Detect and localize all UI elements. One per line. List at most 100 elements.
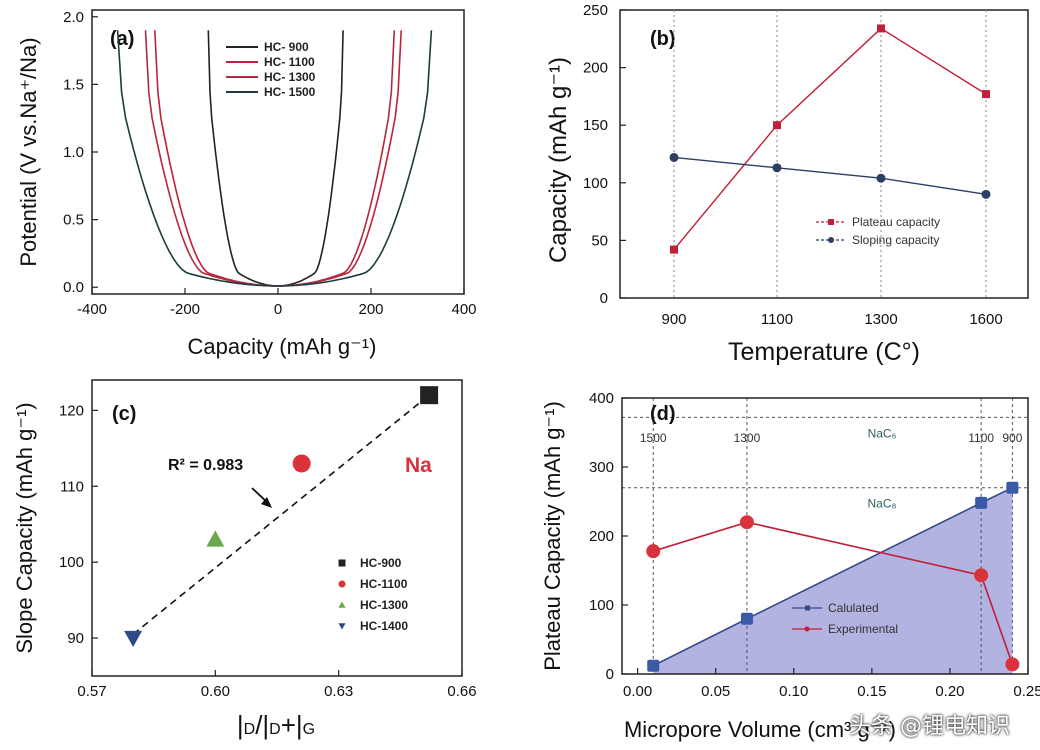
panel-d-xtick-label: 0.15 bbox=[857, 683, 886, 700]
panel-d-xlabel: Micropore Volume (cm³ g⁻¹) bbox=[624, 717, 896, 742]
panel-d-ylabel: Plateau Capacity (mAh g⁻¹) bbox=[540, 401, 565, 671]
panel-c-legend-marker bbox=[338, 601, 346, 608]
panel-d-series bbox=[646, 481, 1020, 672]
panel-d-legend: Calulated Experimental bbox=[792, 601, 898, 636]
panel-c-ticks: 0.57 0.60 0.63 0.66 90 100 110 120 bbox=[59, 402, 477, 700]
panel-c-legend-label: HC-1400 bbox=[360, 619, 408, 633]
panel-d-sample-label: 1500 bbox=[640, 431, 667, 445]
panel-d-reference-label: NaC₆ bbox=[868, 426, 897, 440]
panel-d-xtick-label: 0.05 bbox=[701, 683, 730, 700]
panel-b-xtick-label: 1600 bbox=[969, 311, 1002, 328]
panel-b-frame bbox=[619, 9, 1029, 299]
panel-d-ytick-label: 400 bbox=[589, 390, 614, 407]
panel-b-legend-label: Plateau capacity bbox=[852, 215, 940, 229]
panel-d-ytick-label: 200 bbox=[589, 528, 614, 545]
panel-a-ticks: -400 -200 0 200 400 0.0 0.5 1.0 1.5 2.0 bbox=[63, 9, 476, 318]
panel-b-sloping-point bbox=[669, 152, 679, 162]
panel-a-legend-label: HC- 1300 bbox=[264, 70, 316, 84]
panel-c-fit-line bbox=[132, 394, 430, 635]
panel-a-ylabel: Potential (V vs.Na⁺/Na) bbox=[16, 37, 41, 266]
panel-a-ytick-label: 0.5 bbox=[63, 212, 84, 229]
panel-c-xtick-label: 0.60 bbox=[201, 683, 230, 700]
panel-d-calculated-point bbox=[1006, 481, 1019, 494]
panel-d-label: (d) bbox=[650, 403, 676, 425]
panel-d-calculated-area bbox=[653, 487, 1013, 674]
panel-c-point-HC-1100 bbox=[292, 454, 311, 473]
panel-d-legend-label: Calulated bbox=[828, 601, 879, 615]
panel-b-ytick-label: 50 bbox=[591, 232, 608, 249]
panel-a-xtick-label: -400 bbox=[77, 301, 107, 318]
panel-b-xtick-label: 900 bbox=[661, 311, 686, 328]
panel-d-sample-label: 1300 bbox=[734, 431, 761, 445]
panel-d-ytick-label: 300 bbox=[589, 459, 614, 476]
panel-c-xtick-label: 0.63 bbox=[324, 683, 353, 700]
panel-b-sloping-point bbox=[981, 189, 991, 199]
panel-b-legend-marker bbox=[828, 237, 834, 243]
panel-b: (b) 900 1100 1300 1600 0 50 100 150 200 250 Plate… bbox=[545, 2, 1029, 366]
panel-b-ytick-label: 100 bbox=[583, 175, 608, 192]
panel-a-ytick-label: 1.5 bbox=[63, 76, 84, 93]
panel-b-legend: Plateau capacity Sloping capacity bbox=[816, 215, 940, 247]
panel-c-element-label: Na bbox=[405, 454, 432, 477]
panel-c-r2-annotation: R² = 0.983 bbox=[168, 457, 243, 474]
panel-c-ytick-label: 110 bbox=[60, 478, 84, 495]
panel-c-fit-dashed-line bbox=[132, 394, 430, 635]
panel-c-legend-marker bbox=[338, 623, 346, 630]
panel-b-ytick-label: 0 bbox=[600, 290, 608, 307]
panel-d-sample-label: 1100 bbox=[968, 431, 994, 445]
panel-d-experimental-point bbox=[739, 515, 754, 530]
panel-b-xtick-label: 1300 bbox=[864, 311, 897, 328]
panel-d-area bbox=[653, 487, 1013, 674]
panel-a-xtick-label: -200 bbox=[170, 301, 200, 318]
panel-b-series bbox=[669, 24, 991, 254]
panel-d-series-line bbox=[652, 521, 1014, 665]
panel-d-experimental-point bbox=[1005, 657, 1020, 672]
panel-d-legend-label: Experimental bbox=[828, 622, 898, 636]
panel-a-legend-label: HC- 1500 bbox=[264, 85, 316, 99]
panel-c-point-HC-1300 bbox=[206, 530, 225, 547]
panel-b-sloping-point bbox=[876, 173, 886, 183]
panel-b-xlabel: Temperature (C°) bbox=[728, 338, 920, 366]
panel-d-ticks: 0.00 0.05 0.10 0.15 0.20 0.25 0 100 200 300 400 bbox=[589, 390, 1040, 700]
panel-c-ylabel: Slope Capacity (mAh g⁻¹) bbox=[12, 402, 37, 653]
panel-b-ytick-label: 250 bbox=[583, 2, 608, 19]
panel-a-curve-3 bbox=[116, 30, 278, 287]
panel-c-label: (c) bbox=[112, 403, 136, 425]
panel-a-curve-2 bbox=[144, 30, 278, 287]
panel-a-xtick-label: 0 bbox=[274, 301, 282, 318]
panel-b-label: (b) bbox=[650, 28, 676, 50]
panel-d-legend-marker bbox=[805, 605, 810, 611]
panel-a-label: (a) bbox=[110, 28, 134, 50]
panel-d-series-line bbox=[652, 486, 1013, 667]
panel-b-legend-marker bbox=[828, 219, 834, 225]
panel-c-legend-label: HC-1100 bbox=[360, 577, 408, 591]
panel-a-curve-3 bbox=[278, 30, 433, 287]
panel-d-xtick-label: 0.10 bbox=[779, 683, 808, 700]
panel-d-xtick-label: 0.00 bbox=[623, 683, 652, 700]
panel-d-ytick-label: 0 bbox=[606, 666, 614, 683]
panel-b-series-line bbox=[673, 27, 987, 251]
panel-b-series-line bbox=[673, 156, 987, 196]
panel-a-xtick-label: 400 bbox=[451, 301, 476, 318]
watermark-text: 头条 @锂电知识 bbox=[849, 714, 1010, 739]
panel-c-ytick-label: 90 bbox=[67, 630, 84, 647]
panel-d-calculated-point bbox=[975, 496, 988, 509]
panel-c-xtick-label: 0.57 bbox=[77, 683, 106, 700]
panel-b-plateau-point bbox=[982, 90, 990, 99]
panel-d: NaC₆ NaC₈ 1500 1300 1100 900 (d) 0.00 0.05 0.10… bbox=[540, 390, 1040, 742]
panel-c-ytick-label: 120 bbox=[59, 402, 84, 419]
panel-d-experimental-point bbox=[974, 568, 989, 583]
panel-b-ticks: 900 1100 1300 1600 0 50 100 150 200 250 bbox=[583, 2, 1003, 328]
panel-a-xtick-label: 200 bbox=[358, 301, 383, 318]
panel-b-ytick-label: 150 bbox=[583, 117, 608, 134]
panel-c-point-HC-900 bbox=[420, 386, 439, 405]
panel-c-legend-marker bbox=[338, 580, 346, 588]
panel-d-experimental-point bbox=[646, 544, 661, 559]
panel-a-legend-label: HC- 900 bbox=[264, 40, 309, 54]
panel-c-ytick-label: 100 bbox=[59, 554, 84, 571]
r2-arrowhead bbox=[261, 497, 272, 508]
panel-d-sample-label: 900 bbox=[1002, 431, 1022, 445]
panel-c-point-HC-1400 bbox=[124, 630, 143, 648]
panel-b-ylabel: Capacity (mAh g⁻¹) bbox=[545, 57, 572, 263]
